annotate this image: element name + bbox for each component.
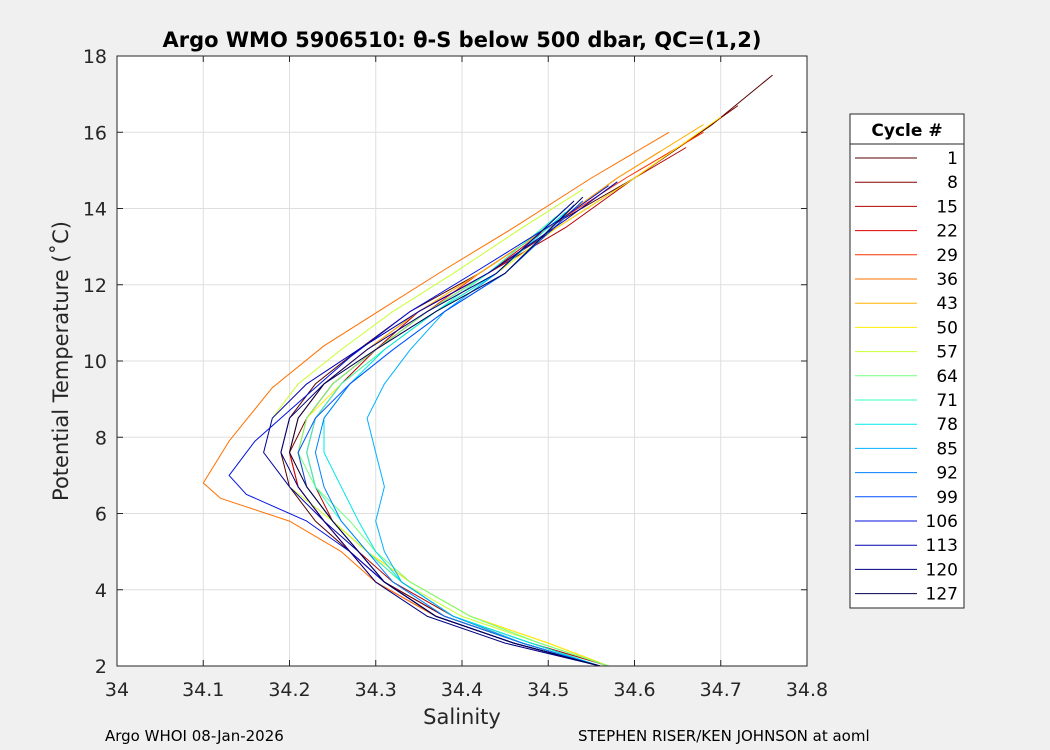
legend-label: 22 — [936, 222, 958, 242]
legend-label: 43 — [936, 294, 958, 314]
x-tick-label: 34.4 — [441, 679, 483, 701]
legend-label: 15 — [936, 197, 958, 217]
legend-title: Cycle # — [871, 121, 942, 141]
series-line-cycle-85 — [366, 208, 601, 667]
footer-right: STEPHEN RISER/KEN JOHNSON at aoml — [578, 727, 870, 745]
series-line-cycle-64 — [297, 215, 609, 667]
legend-label: 50 — [936, 318, 958, 338]
series-line-cycle-120 — [280, 200, 601, 667]
legend-label: 92 — [936, 464, 958, 484]
y-tick-label: 18 — [83, 46, 107, 68]
series-layer — [202, 74, 773, 667]
legend-label: 71 — [936, 391, 958, 411]
y-tick-label: 2 — [95, 656, 107, 678]
legend-label: 127 — [926, 585, 958, 605]
x-tick-label: 34.1 — [182, 679, 224, 701]
series-line-cycle-127 — [289, 196, 601, 667]
y-tick-label: 6 — [95, 504, 107, 526]
legend-label: 57 — [936, 343, 958, 363]
y-tick-label: 12 — [83, 275, 107, 297]
y-axis-label: Potential Temperature (˚C) — [49, 221, 73, 501]
y-tick-label: 4 — [95, 580, 107, 602]
chart-title: Argo WMO 5906510: θ-S below 500 dbar, QC… — [163, 28, 762, 52]
y-tick-label: 8 — [95, 427, 107, 449]
legend-label: 8 — [947, 173, 958, 193]
legend-label: 85 — [936, 439, 958, 459]
legend-label: 113 — [926, 536, 958, 556]
legend-label: 36 — [936, 270, 958, 290]
legend-items: 1 8 15 22 29 36 43 50 57 64 71 78 85 92 99 106 113 120 127 — [855, 149, 958, 605]
y-tick-label: 14 — [83, 199, 107, 221]
legend-box — [849, 113, 965, 609]
footer-left: Argo WHOI 08-Jan-2026 — [105, 727, 284, 745]
legend-label: 1 — [947, 149, 958, 169]
y-tick-label: 10 — [83, 351, 107, 373]
x-tick-label: 34 — [105, 679, 129, 701]
legend-label: 64 — [936, 367, 958, 387]
legend-label: 106 — [926, 512, 958, 532]
x-tick-label: 34.8 — [786, 679, 828, 701]
y-tick-label: 16 — [83, 122, 107, 144]
legend-label: 29 — [936, 246, 958, 266]
x-tick-label: 34.3 — [355, 679, 397, 701]
legend-label: 78 — [936, 415, 958, 435]
x-tick-label: 34.2 — [268, 679, 310, 701]
series-line-cycle-36 — [202, 131, 670, 667]
x-tick-label: 34.7 — [700, 679, 742, 701]
legend-label: 120 — [926, 560, 958, 580]
x-axis-label: Salinity — [423, 705, 501, 729]
x-tick-label: 34.6 — [613, 679, 655, 701]
legend-label: 99 — [936, 488, 958, 508]
x-tick-label: 34.5 — [527, 679, 569, 701]
legend: Cycle # 18152229364350576471788592991061… — [849, 113, 965, 609]
axis-ticks: 34 34.1 34.2 34.3 34.4 34.5 34.6 34.7 34.8 2 4 6 8 10… — [83, 46, 828, 701]
